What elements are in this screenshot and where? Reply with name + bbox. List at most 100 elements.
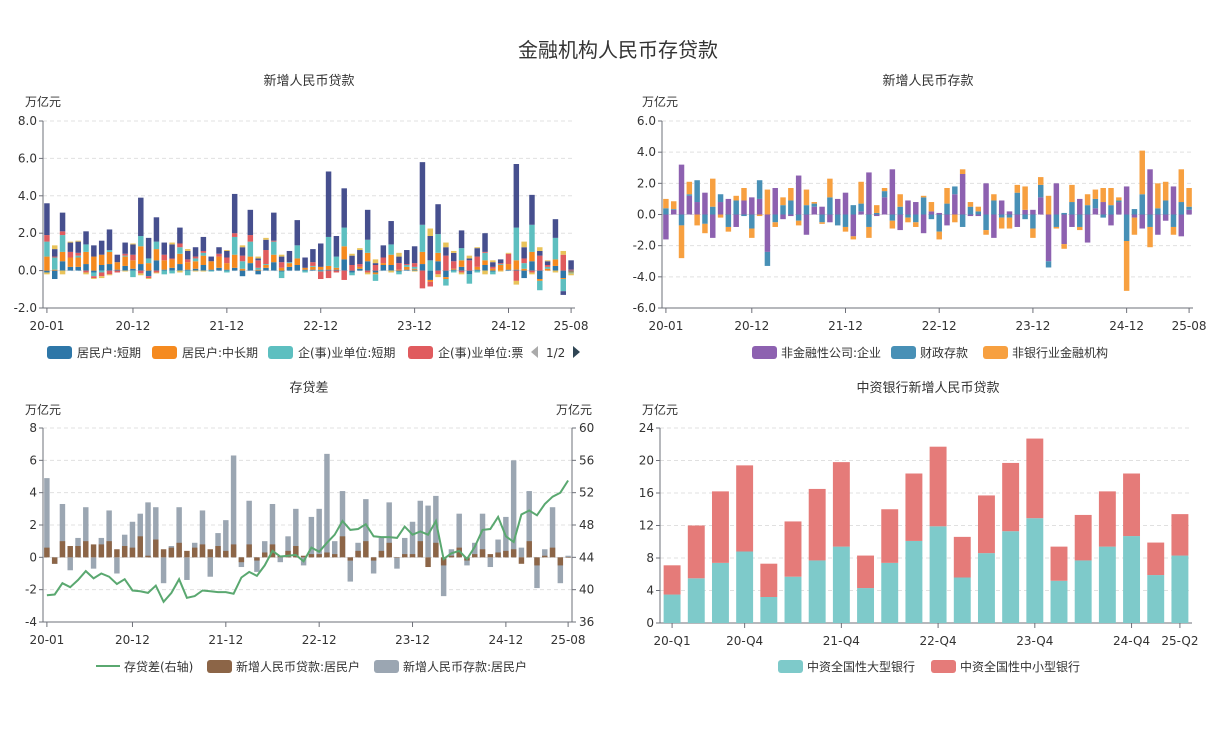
bar-segment — [396, 271, 402, 275]
bar-segment — [184, 269, 191, 271]
legend-item[interactable]: 新增人民币贷款:居民户 — [207, 659, 360, 674]
bar-segment — [874, 212, 880, 215]
bar — [285, 536, 291, 558]
bar-segment — [364, 261, 371, 271]
x-tick-label: 24-12 — [488, 633, 523, 647]
bar-segment — [756, 198, 763, 215]
bar-segment — [184, 262, 191, 270]
bar-segment — [75, 241, 81, 253]
bar-segment — [998, 217, 1005, 229]
legend-item[interactable]: 居民户:短期 — [47, 345, 141, 360]
bar-segment — [325, 269, 332, 271]
bar-segment — [497, 264, 504, 271]
bar-segment — [317, 269, 324, 271]
bar-segment — [1061, 212, 1067, 215]
bar-segment — [928, 211, 935, 215]
bar-segment — [521, 241, 527, 248]
bar-segment — [544, 268, 551, 271]
bar — [332, 554, 338, 558]
bar-segment — [184, 249, 191, 251]
bar-segment — [98, 264, 105, 271]
bar-segment — [490, 260, 496, 263]
bar-segment — [889, 220, 896, 229]
bar-segment — [208, 269, 214, 271]
bar-segment — [772, 188, 778, 215]
bar-segment — [239, 245, 246, 248]
bar-segment — [881, 509, 899, 563]
legend-item[interactable]: 新增人民币存款:居民户 — [374, 659, 527, 674]
bar-segment — [192, 247, 199, 257]
bar-segment — [427, 270, 434, 280]
bar-segment — [333, 270, 340, 273]
bar — [402, 537, 408, 558]
bar-segment — [458, 272, 465, 275]
bar-segment — [130, 243, 136, 245]
bar-segment — [497, 270, 504, 272]
bar — [417, 500, 424, 558]
bar-segment — [1037, 184, 1044, 198]
bar — [59, 503, 66, 558]
y-tick-label: 2 — [29, 518, 37, 532]
bar — [557, 557, 564, 566]
bar-segment — [694, 202, 700, 215]
bar-segment — [357, 248, 363, 251]
bar-segment — [231, 236, 238, 255]
bar-segment — [537, 255, 543, 271]
bar — [510, 460, 517, 558]
bar-segment — [458, 230, 465, 249]
bar — [191, 547, 198, 558]
bar-segment — [239, 270, 246, 277]
bar-segment — [529, 251, 535, 262]
bar-segment — [795, 175, 802, 215]
bar-segment — [795, 220, 802, 226]
bar-segment — [678, 214, 685, 226]
legend-item[interactable]: 非银行业金融机构 — [983, 345, 1108, 360]
legend-prev-page-icon[interactable] — [531, 346, 538, 358]
bar-segment — [83, 270, 89, 273]
bar-segment — [881, 562, 899, 623]
legend-item[interactable]: 居民户:中长期 — [152, 345, 258, 360]
bar-segment — [513, 260, 520, 270]
bar-segment — [663, 565, 681, 595]
bar-segment — [106, 270, 113, 275]
legend-label: 企(事)业单位:票 — [438, 345, 523, 360]
bar-segment — [568, 260, 574, 270]
bar-segment — [286, 263, 293, 267]
legend-item[interactable]: 存贷差(右轴) — [96, 659, 193, 674]
bar-segment — [435, 270, 441, 275]
legend-item[interactable]: 财政存款 — [891, 346, 968, 360]
bar — [293, 546, 299, 558]
legend-next-page-icon[interactable] — [573, 346, 580, 358]
bar — [137, 513, 143, 558]
bar-segment — [98, 276, 105, 279]
legend-item[interactable]: 中资全国性中小型银行 — [931, 659, 1080, 674]
bar-segment — [521, 258, 527, 264]
panel-new-deposits: 新增人民币存款 万亿元 -6.0 -4.0 -2.0 0.0 2.0 4.0 6.0 20-0… — [633, 73, 1207, 333]
bar-segment — [114, 270, 121, 273]
bar-segment — [1061, 244, 1067, 249]
bar-segment — [1123, 214, 1130, 241]
bar-segment — [419, 162, 426, 225]
bar-segment — [380, 264, 387, 271]
legend-item[interactable]: 企(事)业单位:短期 — [268, 345, 395, 360]
bar-segment — [1030, 228, 1036, 238]
bar-segment — [419, 270, 426, 289]
legend-item[interactable]: 非金融性公司:企业 — [752, 345, 881, 360]
bar-segment — [153, 272, 160, 274]
bar-segment — [341, 246, 347, 260]
bar-segment — [741, 188, 747, 201]
bar-segment — [419, 251, 426, 265]
bar-segment — [513, 227, 520, 261]
legend-item[interactable]: 企(事)业单位:票 — [408, 345, 523, 360]
bar-segment — [1022, 214, 1028, 220]
legend-item[interactable]: 中资全国性大型银行 — [778, 659, 915, 674]
bar-segment — [364, 270, 371, 273]
bar-segment — [59, 231, 66, 236]
bar-segment — [443, 270, 449, 278]
y-tick-label: 0.0 — [18, 264, 37, 278]
bar-segment — [255, 270, 261, 275]
bar — [557, 557, 564, 584]
legend-swatch — [207, 660, 232, 673]
bar-segment — [224, 263, 230, 270]
bar-segment — [694, 180, 700, 203]
